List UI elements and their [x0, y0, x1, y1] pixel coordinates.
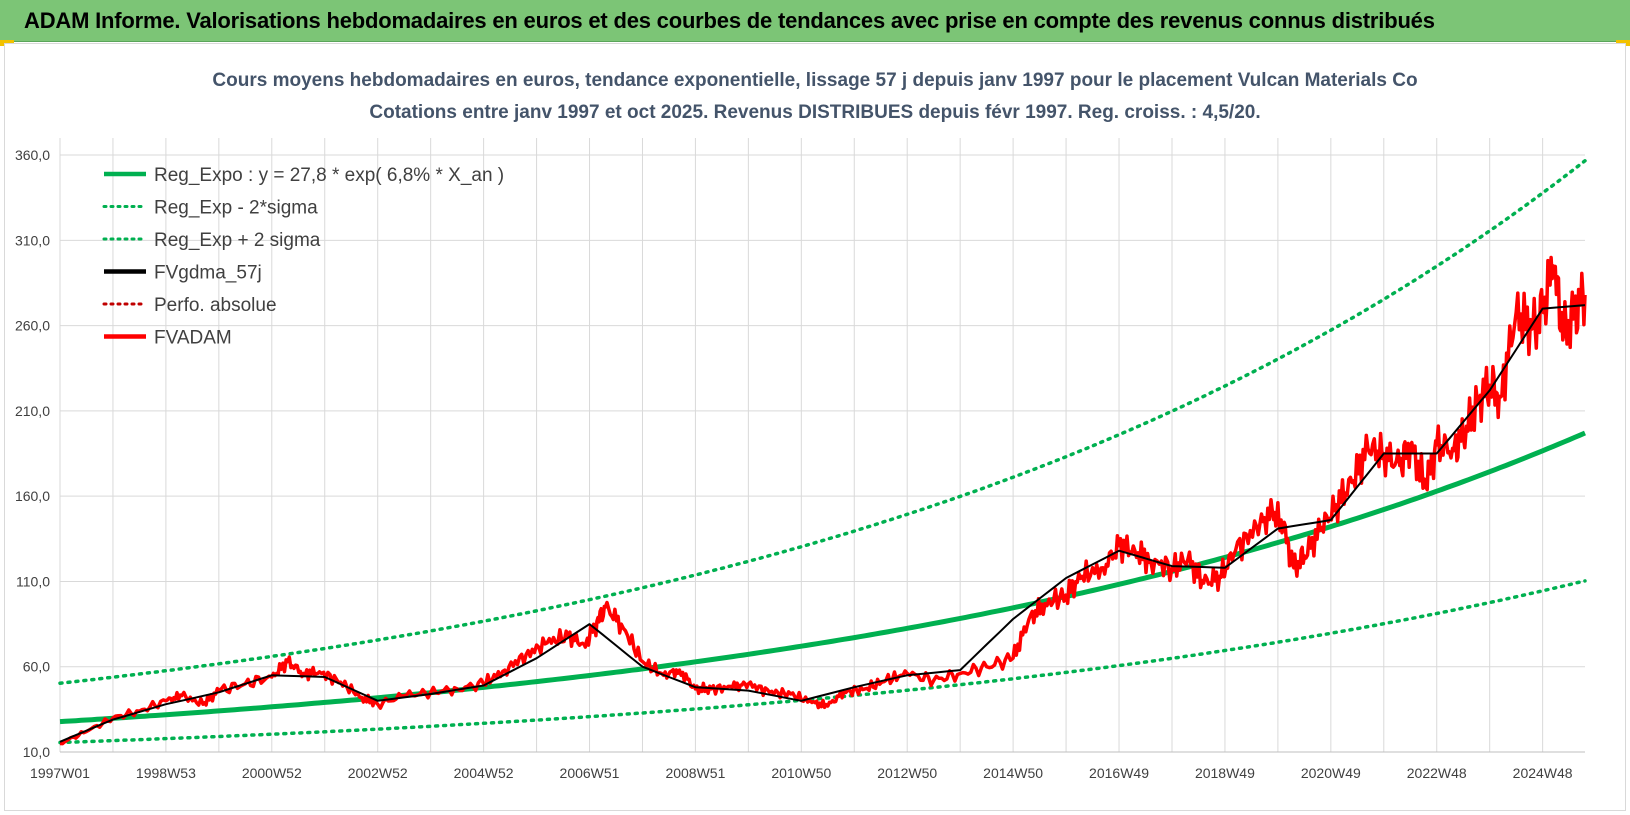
legend-entry: FVADAM — [154, 328, 232, 349]
y-tick-label: 310,0 — [15, 232, 50, 248]
x-tick-label: 2000W52 — [242, 765, 302, 781]
y-tick-label: 10,0 — [23, 744, 50, 760]
report-banner: ADAM Informe. Valorisations hebdomadaire… — [0, 0, 1630, 42]
x-tick-label: 2008W51 — [665, 765, 725, 781]
chart-title: Cours moyens hebdomadaires en euros, ten… — [212, 70, 1417, 91]
x-tick-label: 2016W49 — [1089, 765, 1149, 781]
x-tick-label: 2012W50 — [877, 765, 937, 781]
legend-entry: FVgdma_57j — [154, 263, 262, 284]
x-tick-label: 2002W52 — [348, 765, 408, 781]
banner-title: ADAM Informe. Valorisations hebdomadaire… — [24, 8, 1435, 33]
x-axis: 1997W01 1998W53 2000W52 2002W52 2004W52 2006W… — [30, 751, 1585, 781]
x-tick-label: 2010W50 — [771, 765, 831, 781]
plot-area — [58, 159, 1587, 746]
x-tick-label: 2020W49 — [1301, 765, 1361, 781]
legend-entry: Reg_Expo : y = 27,8 * exp( 6,8% * X_an ) — [154, 165, 504, 186]
y-tick-label: 60,0 — [23, 659, 50, 675]
y-tick-label: 210,0 — [15, 403, 50, 419]
series-fvgdma-57j — [59, 304, 1586, 743]
chart-subtitle: Cotations entre janv 1997 et oct 2025. R… — [369, 102, 1260, 123]
chart-frame — [4, 43, 1626, 811]
y-axis: 10,0 60,0 110,0 160,0 210,0 260,0 310,0 360,0 — [15, 147, 50, 760]
x-tick-label: 2024W48 — [1513, 765, 1573, 781]
x-tick-label: 2004W52 — [454, 765, 514, 781]
y-tick-label: 360,0 — [15, 147, 50, 163]
x-tick-label: 2014W50 — [983, 765, 1043, 781]
x-tick-label: 2018W49 — [1195, 765, 1255, 781]
legend: Reg_Expo : y = 27,8 * exp( 6,8% * X_an )… — [102, 165, 504, 349]
x-tick-label: 1998W53 — [136, 765, 196, 781]
legend-entry: Reg_Exp - 2*sigma — [154, 198, 318, 219]
y-tick-label: 260,0 — [15, 318, 50, 334]
x-tick-label: 1997W01 — [30, 765, 90, 781]
legend-entry: Perfo. absolue — [154, 295, 277, 316]
series-fvadam — [59, 255, 1587, 746]
x-tick-label: 2022W48 — [1407, 765, 1467, 781]
trend-upper-band — [58, 159, 1587, 685]
legend-entry: Reg_Exp + 2 sigma — [154, 230, 321, 251]
trend-line — [59, 430, 1586, 725]
x-tick-label: 2006W51 — [560, 765, 620, 781]
y-tick-label: 110,0 — [16, 573, 50, 589]
y-tick-label: 160,0 — [15, 488, 50, 504]
trend-lower-band — [58, 579, 1587, 745]
